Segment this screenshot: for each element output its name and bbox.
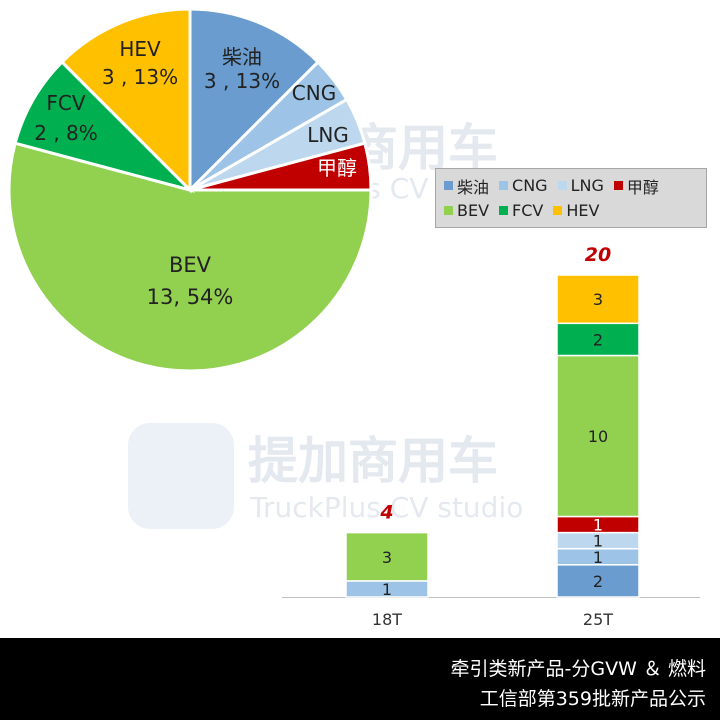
bar-total-label: 4 [379, 502, 393, 524]
footer-caption: 牵引类新产品-分GVW ＆ 燃料 工信部第359批新产品公示 [0, 638, 720, 720]
bar-data-label: 1 [382, 580, 392, 599]
pie-label-name: CNG [292, 81, 336, 105]
legend-swatch [499, 181, 509, 190]
bar-segment-柴油 [556, 564, 640, 598]
legend-item: 甲醇 [613, 173, 659, 198]
bar-total-label: 20 [585, 244, 611, 266]
legend-item: BEV [444, 198, 489, 223]
legend-swatch [557, 181, 567, 190]
pie-slice-HEV [59, 7, 192, 194]
bar-data-label: 1 [593, 532, 603, 551]
pie-label-name: 柴油 [222, 45, 262, 69]
watermark-logo-icon [128, 423, 234, 529]
legend-item: CNG [499, 173, 548, 198]
pie-label-name: 甲醇 [317, 156, 357, 180]
legend-item: HEV [553, 198, 599, 223]
legend-item: 柴油 [444, 173, 489, 198]
bar-segment-BEV [556, 354, 640, 518]
pie-slice-BEV [7, 141, 373, 373]
legend-swatch [553, 206, 563, 215]
pie-label-value: 3 , 13% [204, 69, 280, 93]
pie-label-value: 2 , 8% [34, 121, 98, 145]
pie-label-name: LNG [307, 123, 349, 147]
bar-data-label: 2 [593, 330, 603, 349]
legend-label: FCV [512, 201, 544, 220]
bar-data-label: 2 [593, 572, 603, 591]
legend-swatch [444, 206, 453, 215]
bar-data-label: 1 [593, 516, 603, 535]
pie-label-value: 3 , 13% [102, 65, 178, 89]
legend-swatch [444, 181, 453, 190]
legend-label: BEV [457, 201, 490, 220]
pie-label-value: 13, 54% [147, 285, 234, 309]
legend-label: HEV [566, 201, 600, 220]
chart-canvas: 提加商用车 TruckPlus CV studio 提加商用车 TruckPlu… [7, 7, 700, 629]
bar-data-label: 1 [593, 548, 603, 567]
bar-data-label: 3 [593, 290, 603, 309]
watermark-bottom: 提加商用车 TruckPlus CV studio [128, 423, 523, 529]
watermark-brand-cn: 提加商用车 [248, 432, 498, 490]
x-tick-label: 25T [583, 610, 613, 629]
legend-swatch [613, 181, 623, 190]
footer-subtitle: 工信部第359批新产品公示 [479, 688, 706, 710]
watermark-brand-en: TruckPlus CV studio [249, 491, 523, 524]
legend-item: FCV [499, 198, 543, 223]
bar-segment-HEV [556, 274, 640, 325]
pie-label-name: BEV [169, 253, 212, 277]
pie-slice-FCV [13, 59, 196, 193]
bar-segment-BEV [345, 531, 429, 582]
bar-data-label: 10 [588, 427, 608, 446]
x-tick-label: 18T [372, 610, 402, 629]
chart-legend: 柴油 CNG LNG 甲醇 BEV FCV HEV [435, 168, 707, 228]
pie-slice-柴油 [188, 7, 321, 194]
pie-label-name: FCV [46, 91, 85, 115]
bar-data-label: 3 [382, 548, 392, 567]
legend-swatch [499, 206, 509, 215]
legend-label: CNG [512, 176, 548, 195]
legend-item: LNG [557, 173, 604, 198]
footer-title: 牵引类新产品-分GVW ＆ 燃料 [450, 658, 706, 680]
legend-label: 柴油 [457, 177, 490, 197]
legend-label: LNG [570, 176, 604, 195]
pie-label-name: HEV [119, 37, 161, 61]
legend-label: 甲醇 [626, 177, 659, 197]
